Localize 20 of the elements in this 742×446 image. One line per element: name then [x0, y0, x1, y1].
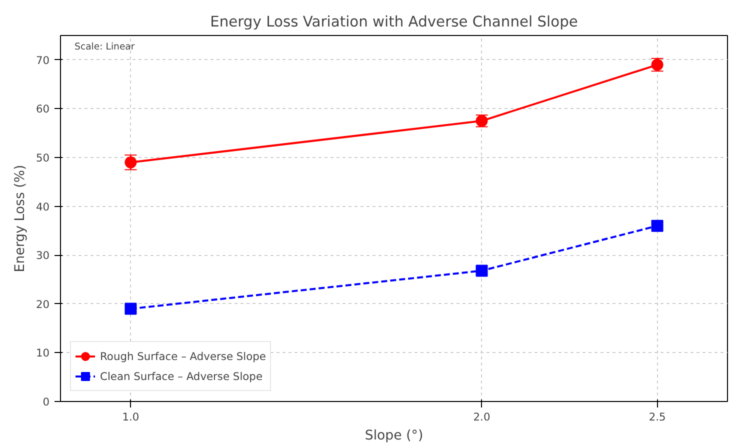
legend-label: Rough Surface – Adverse Slope: [100, 350, 266, 362]
y-tick-label: 30: [36, 249, 50, 262]
chart-title: Energy Loss Variation with Adverse Channel Slope: [210, 14, 578, 30]
y-tick-label: 10: [36, 346, 50, 360]
x-tick-label: 2.0: [473, 410, 490, 424]
x-tick-label: 1.0: [122, 410, 140, 424]
legend-label: Clean Surface – Adverse Slope: [100, 370, 262, 382]
y-tick-label: 40: [36, 200, 50, 214]
point: [124, 302, 137, 315]
y-tick-label: 0: [42, 396, 50, 408]
x-tick-label: 2.5: [648, 410, 666, 424]
point: [476, 264, 488, 277]
y-tick-label: 20: [36, 298, 50, 311]
x-axis-title: Slope (°): [364, 428, 424, 444]
point: [651, 220, 664, 232]
annotation: Scale: Linear: [74, 42, 135, 53]
y-tick-label: 60: [36, 102, 50, 116]
y-tick-label: 50: [36, 152, 50, 164]
y-tick-label: 70: [36, 54, 50, 67]
y-axis-title: Energy Loss (%): [12, 164, 28, 272]
